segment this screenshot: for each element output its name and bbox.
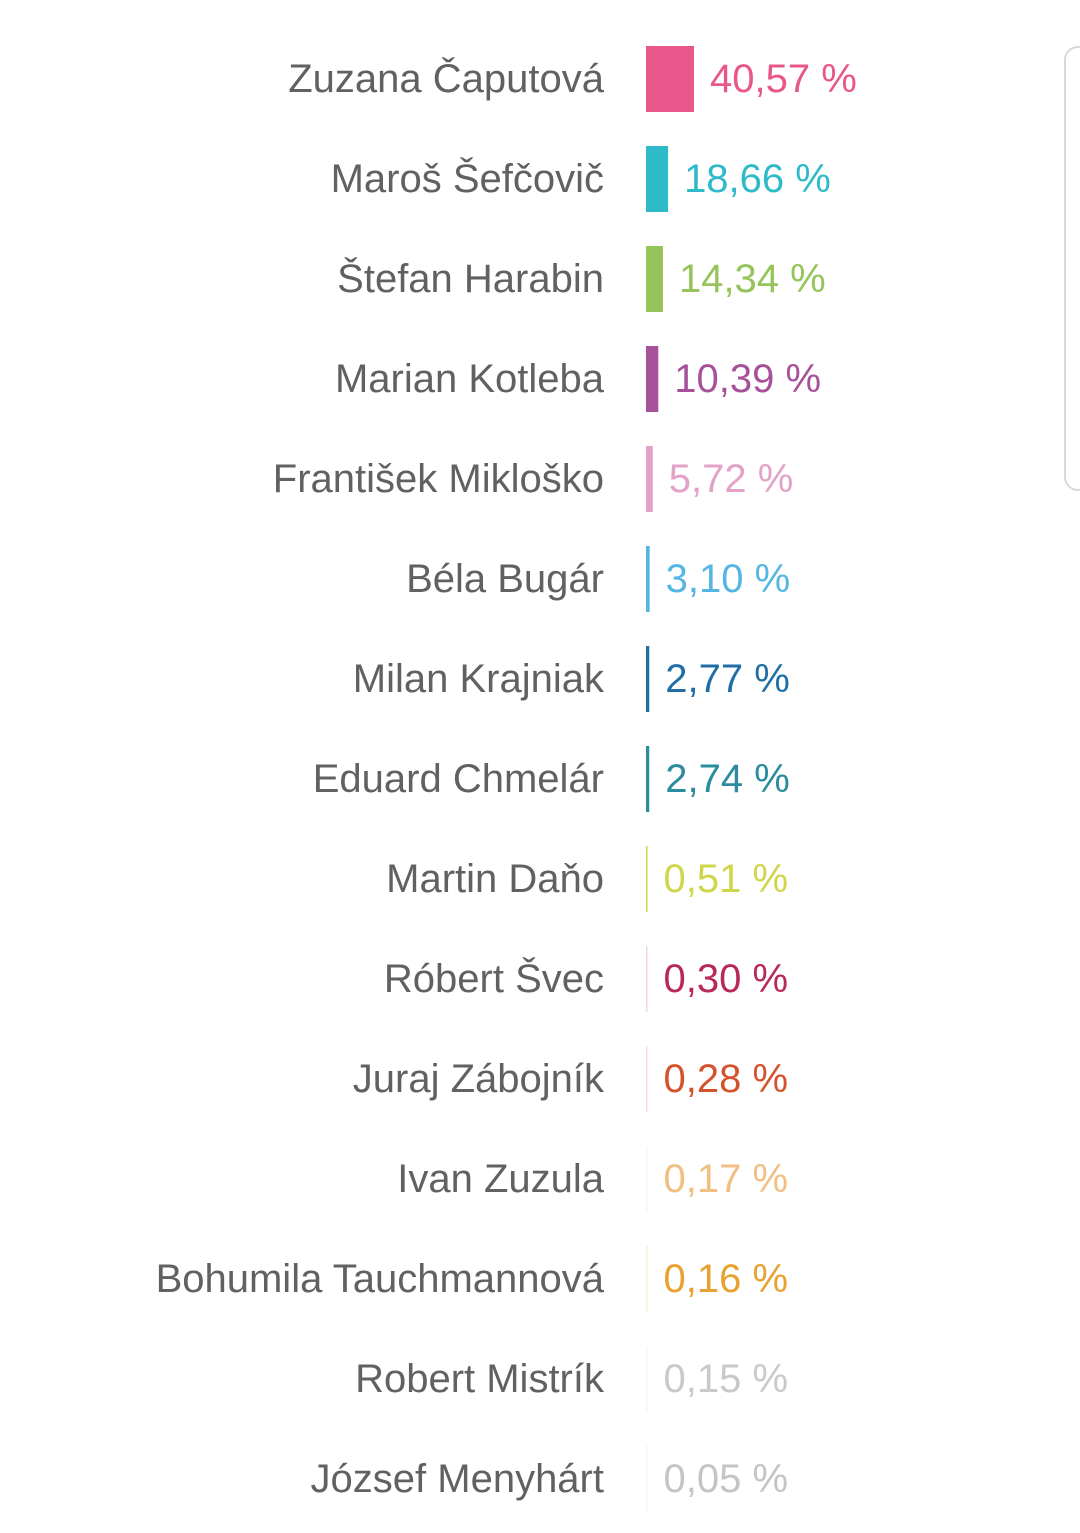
candidate-name-label: Róbert Švec <box>384 956 604 1001</box>
result-value-label: 10,39 % <box>674 357 821 401</box>
result-value-label: 0,51 % <box>664 857 789 901</box>
side-panel-edge[interactable] <box>1064 46 1080 491</box>
result-value-label: 0,17 % <box>664 1157 789 1201</box>
result-value-label: 0,15 % <box>664 1357 789 1401</box>
result-bar <box>646 1446 648 1512</box>
result-bar <box>646 446 653 512</box>
candidate-name-label: Marian Kotleba <box>335 357 605 401</box>
result-value-label: 2,77 % <box>665 657 790 701</box>
candidate-name-label: Ivan Zuzula <box>397 1157 605 1201</box>
candidate-name-label: Eduard Chmelár <box>313 757 604 801</box>
result-bar <box>646 1146 648 1212</box>
candidate-name-label: Martin Daňo <box>386 857 604 901</box>
result-bar <box>646 46 694 112</box>
candidate-name-label: József Menyhárt <box>311 1457 604 1501</box>
result-value-label: 14,34 % <box>679 257 826 301</box>
result-bar <box>646 646 650 712</box>
candidate-name-label: Robert Mistrík <box>355 1357 605 1401</box>
candidate-name-label: Juraj Zábojník <box>353 1057 605 1101</box>
result-value-label: 0,30 % <box>664 957 789 1001</box>
result-bar <box>646 1046 648 1112</box>
candidate-name-label: František Mikloško <box>273 457 604 501</box>
result-value-label: 0,05 % <box>664 1457 789 1501</box>
result-bar <box>646 346 659 412</box>
result-value-label: 40,57 % <box>710 57 857 101</box>
result-value-label: 5,72 % <box>669 457 794 501</box>
candidate-name-label: Maroš Šefčovič <box>331 156 604 201</box>
result-value-label: 0,16 % <box>664 1257 789 1301</box>
candidate-name-label: Milan Krajniak <box>353 657 605 701</box>
result-value-label: 2,74 % <box>665 757 790 801</box>
candidate-name-label: Bohumila Tauchmannová <box>156 1257 605 1301</box>
result-bar <box>646 1346 648 1412</box>
result-bar <box>646 146 669 212</box>
candidate-name-label: Béla Bugár <box>406 557 604 601</box>
result-bar <box>646 1246 648 1312</box>
result-bar <box>646 246 663 312</box>
result-bar <box>646 846 648 912</box>
result-value-label: 3,10 % <box>666 557 791 601</box>
result-bar <box>646 746 650 812</box>
candidate-name-label: Štefan Harabin <box>337 256 604 301</box>
candidate-name-label: Zuzana Čaputová <box>288 56 605 101</box>
result-bar <box>646 946 648 1012</box>
result-bar <box>646 546 650 612</box>
result-value-label: 18,66 % <box>684 157 831 201</box>
result-value-label: 0,28 % <box>664 1057 789 1101</box>
